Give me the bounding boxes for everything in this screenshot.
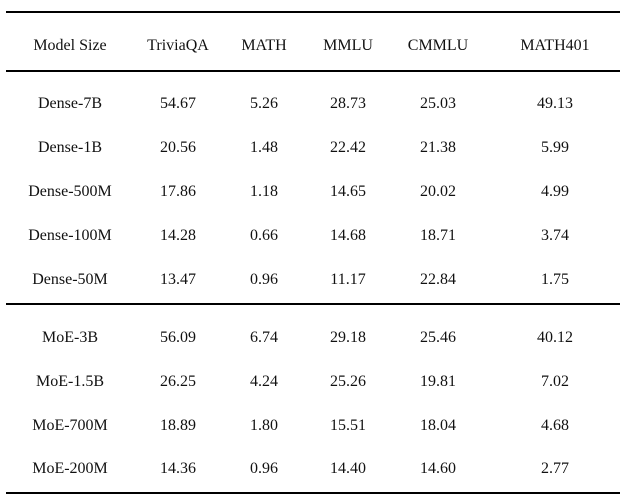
cmmlu-value: 21.38 — [420, 139, 456, 156]
cmmlu-value: 19.81 — [420, 373, 456, 390]
group-divider-rule — [6, 303, 620, 305]
triviaqa-value: 26.25 — [160, 373, 196, 390]
math401-value: 40.12 — [537, 329, 573, 346]
math-value: 5.26 — [250, 95, 278, 112]
table-row: Dense-7B 54.67 5.26 28.73 25.03 49.13 — [0, 92, 620, 116]
model-name: Dense-100M — [28, 227, 112, 244]
table-row: Dense-500M 17.86 1.18 14.65 20.02 4.99 — [0, 180, 620, 204]
header-row: Model Size TriviaQA MATH MMLU CMMLU MATH… — [0, 34, 620, 58]
math401-value: 2.77 — [541, 460, 569, 477]
triviaqa-value: 56.09 — [160, 329, 196, 346]
mmlu-value: 28.73 — [330, 95, 366, 112]
math401-value: 4.68 — [541, 417, 569, 434]
triviaqa-value: 54.67 — [160, 95, 196, 112]
math-value: 6.74 — [250, 329, 278, 346]
table-row: MoE-1.5B 26.25 4.24 25.26 19.81 7.02 — [0, 370, 620, 394]
mmlu-value: 25.26 — [330, 373, 366, 390]
model-name: MoE-3B — [42, 329, 98, 346]
cmmlu-value: 22.84 — [420, 271, 456, 288]
cmmlu-value: 14.60 — [420, 460, 456, 477]
math-value: 0.96 — [250, 460, 278, 477]
model-name: MoE-200M — [32, 460, 108, 477]
model-name: Dense-7B — [38, 95, 102, 112]
math401-value: 4.99 — [541, 183, 569, 200]
header-model-size: Model Size — [33, 37, 107, 54]
triviaqa-value: 20.56 — [160, 139, 196, 156]
model-name: Dense-500M — [28, 183, 112, 200]
triviaqa-value: 17.86 — [160, 183, 196, 200]
header-rule — [6, 70, 620, 72]
mmlu-value: 11.17 — [330, 271, 366, 288]
header-mmlu: MMLU — [323, 37, 373, 54]
triviaqa-value: 18.89 — [160, 417, 196, 434]
bottom-rule — [6, 492, 620, 494]
cmmlu-value: 25.46 — [420, 329, 456, 346]
math401-value: 3.74 — [541, 227, 569, 244]
table-row: MoE-3B 56.09 6.74 29.18 25.46 40.12 — [0, 326, 620, 350]
triviaqa-value: 14.36 — [160, 460, 196, 477]
cmmlu-value: 25.03 — [420, 95, 456, 112]
cmmlu-value: 18.04 — [420, 417, 456, 434]
table-row: MoE-700M 18.89 1.80 15.51 18.04 4.68 — [0, 414, 620, 438]
mmlu-value: 15.51 — [330, 417, 366, 434]
math-value: 0.96 — [250, 271, 278, 288]
math-value: 4.24 — [250, 373, 278, 390]
math-value: 1.80 — [250, 417, 278, 434]
model-name: MoE-1.5B — [36, 373, 104, 390]
math401-value: 49.13 — [537, 95, 573, 112]
math401-value: 5.99 — [541, 139, 569, 156]
header-cmmlu: CMMLU — [407, 37, 469, 54]
header-math: MATH — [241, 37, 287, 54]
table-row: Dense-1B 20.56 1.48 22.42 21.38 5.99 — [0, 136, 620, 160]
triviaqa-value: 13.47 — [160, 271, 196, 288]
table-row: MoE-200M 14.36 0.96 14.40 14.60 2.77 — [0, 457, 620, 481]
model-name: MoE-700M — [32, 417, 108, 434]
math-value: 1.48 — [250, 139, 278, 156]
table-row: Dense-50M 13.47 0.96 11.17 22.84 1.75 — [0, 268, 620, 292]
math-value: 1.18 — [250, 183, 278, 200]
mmlu-value: 14.40 — [330, 460, 366, 477]
math-value: 0.66 — [250, 227, 278, 244]
table-row: Dense-100M 14.28 0.66 14.68 18.71 3.74 — [0, 224, 620, 248]
mmlu-value: 29.18 — [330, 329, 366, 346]
model-name: Dense-1B — [38, 139, 102, 156]
triviaqa-value: 14.28 — [160, 227, 196, 244]
math401-value: 7.02 — [541, 373, 569, 390]
header-triviaqa: TriviaQA — [147, 37, 209, 54]
cmmlu-value: 18.71 — [420, 227, 456, 244]
mmlu-value: 14.68 — [330, 227, 366, 244]
header-math401: MATH401 — [520, 37, 590, 54]
cmmlu-value: 20.02 — [420, 183, 456, 200]
mmlu-value: 14.65 — [330, 183, 366, 200]
top-rule — [6, 11, 620, 13]
model-name: Dense-50M — [32, 271, 108, 288]
math401-value: 1.75 — [541, 271, 569, 288]
mmlu-value: 22.42 — [330, 139, 366, 156]
